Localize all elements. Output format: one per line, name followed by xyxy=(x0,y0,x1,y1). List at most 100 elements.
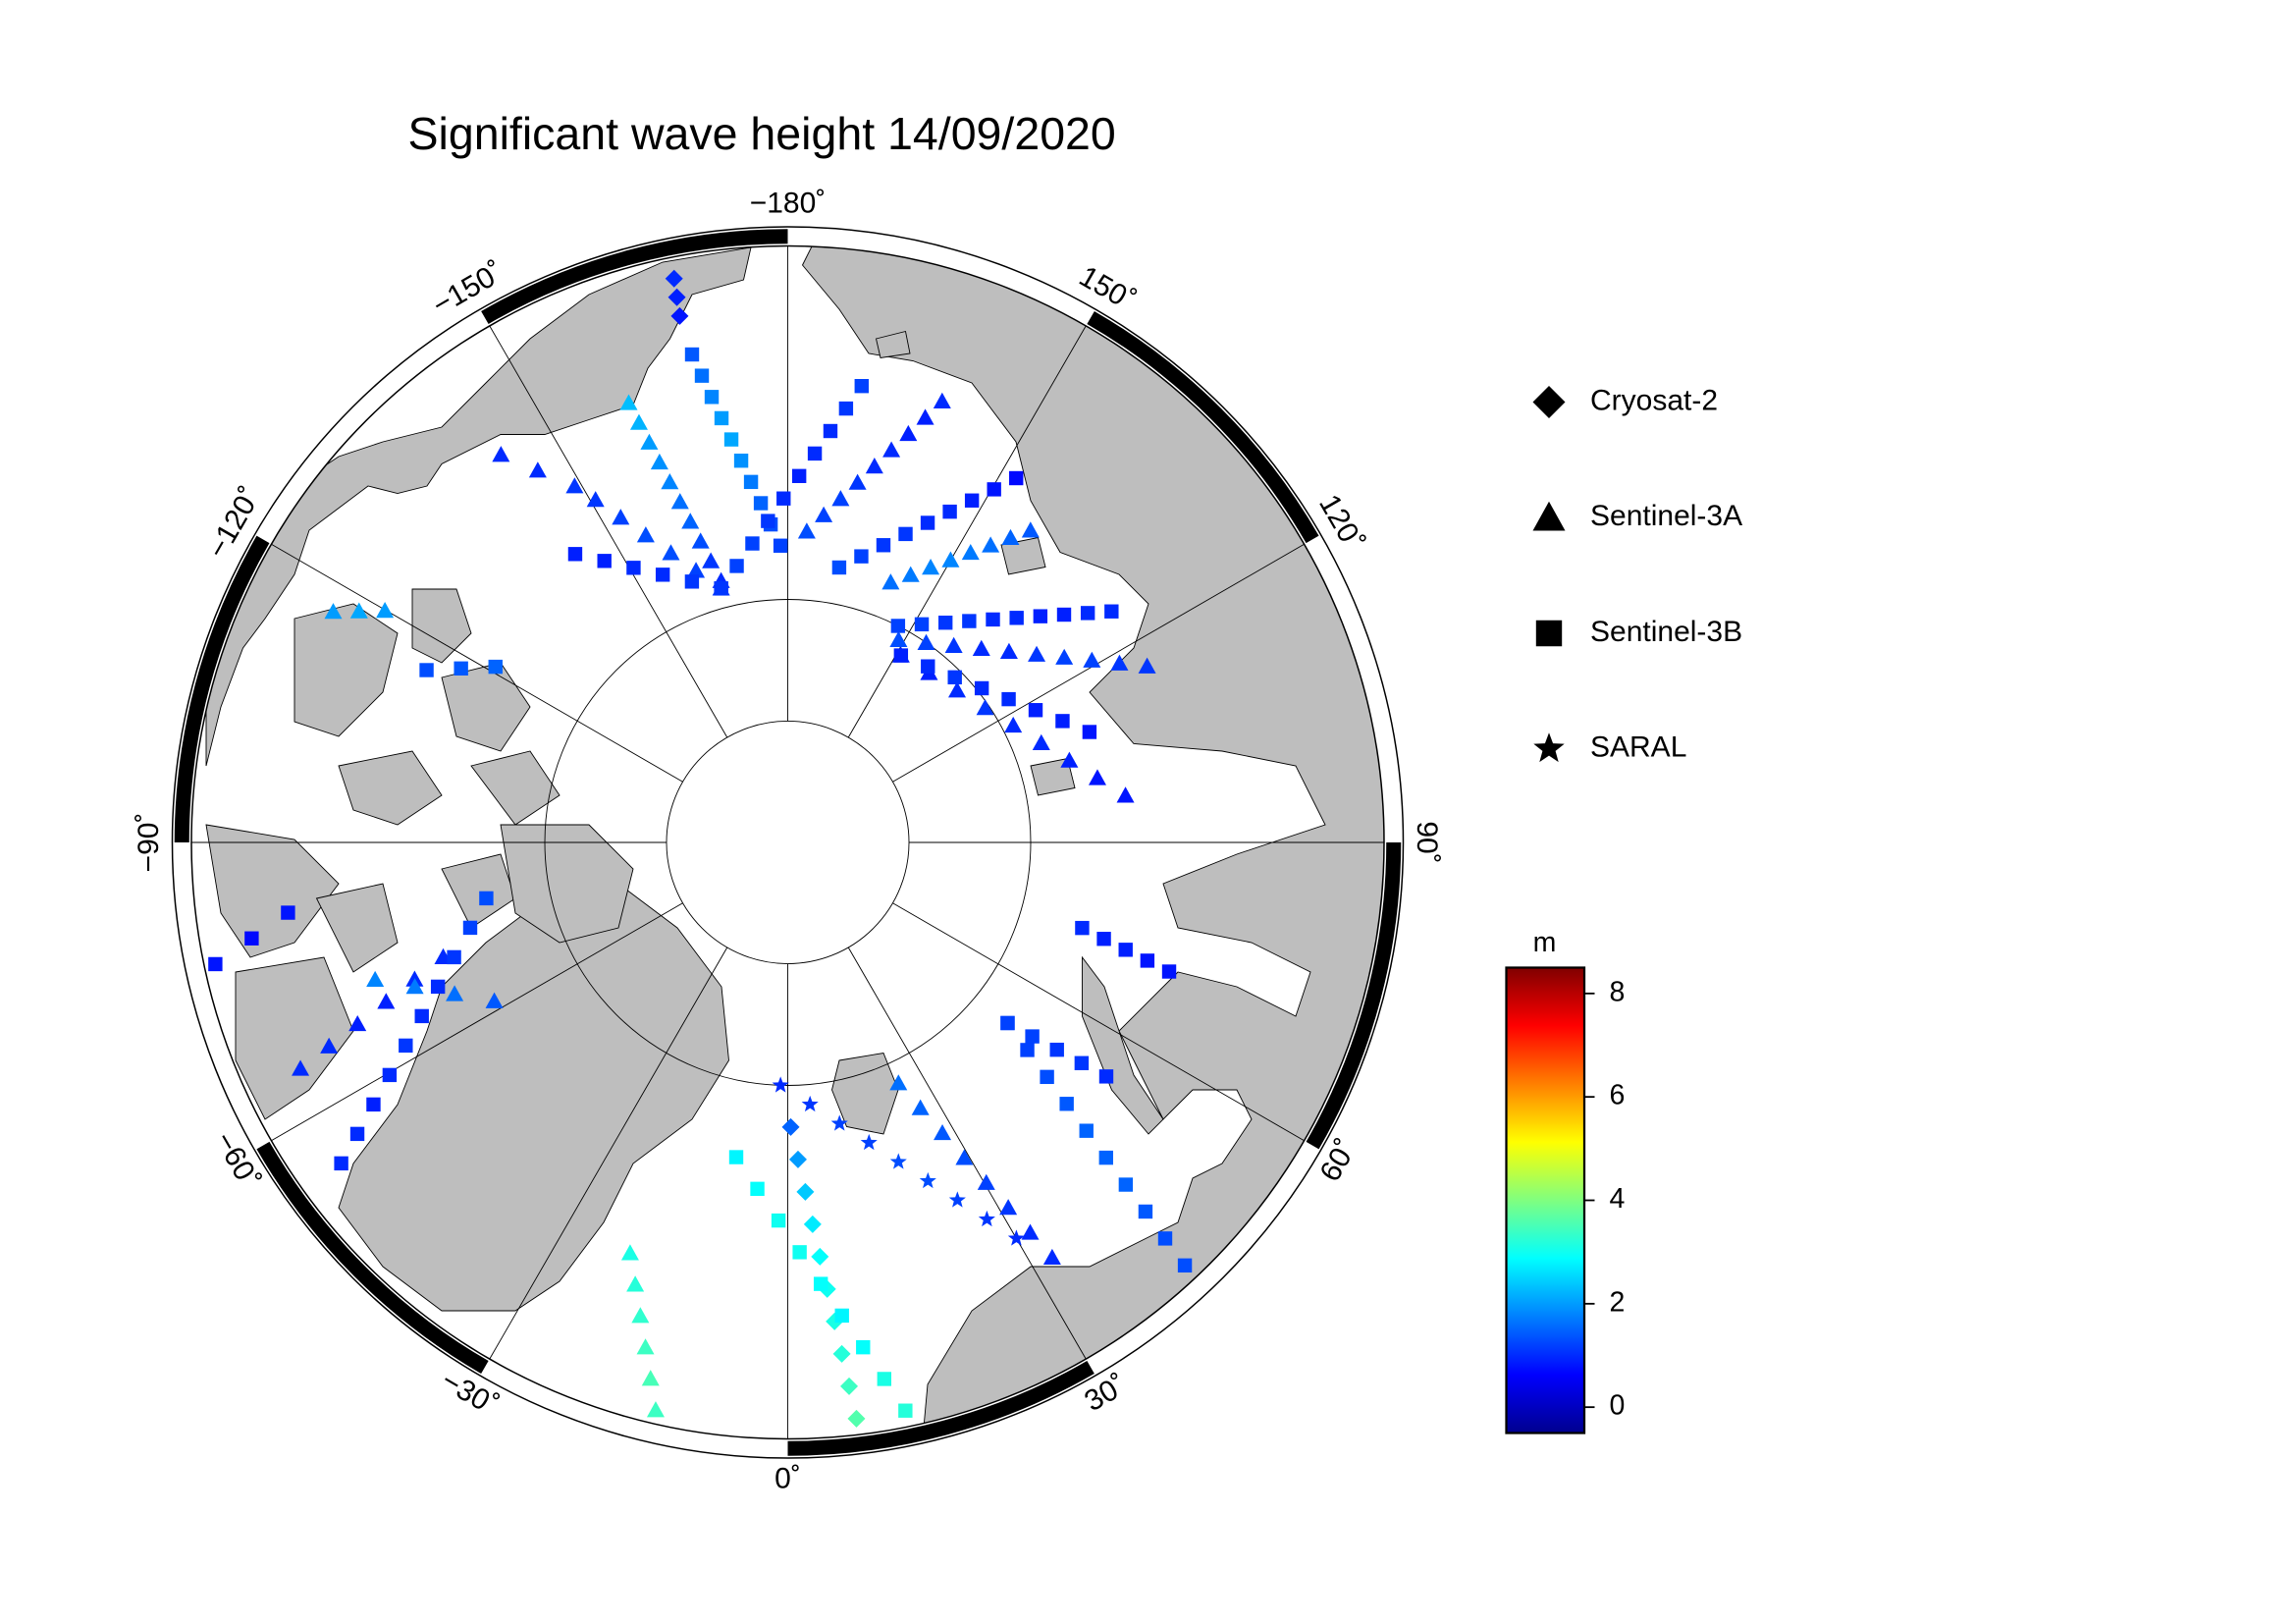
track-point xyxy=(619,394,638,410)
track-point xyxy=(745,536,760,551)
track-point xyxy=(1028,703,1043,718)
track-point xyxy=(974,680,989,696)
land xyxy=(470,750,561,826)
track-point xyxy=(1021,521,1040,538)
meridian xyxy=(892,543,1305,783)
track-point xyxy=(977,1173,995,1190)
track-point xyxy=(640,433,659,450)
colorbar-tick-label: 6 xyxy=(1610,1080,1626,1111)
track-point xyxy=(831,560,847,575)
lon-label: −90˚ xyxy=(133,813,165,873)
track-point xyxy=(447,949,461,965)
track-point xyxy=(733,454,749,468)
track-point xyxy=(916,408,934,425)
frame-segment xyxy=(256,1141,489,1375)
track-point xyxy=(641,1370,660,1386)
track-point xyxy=(882,441,901,458)
legend: Cryosat-2 Sentinel-3A Sentinel-3B SARAL xyxy=(1532,384,1742,764)
track-point xyxy=(811,1247,829,1266)
track-point xyxy=(694,368,710,383)
track-point xyxy=(1161,964,1177,979)
legend-label: Sentinel-3B xyxy=(1590,616,1742,648)
track-point xyxy=(1104,604,1119,619)
lon-label: −30˚ xyxy=(436,1365,504,1423)
track-point xyxy=(933,392,951,409)
legend-label: Cryosat-2 xyxy=(1590,384,1718,416)
track-point xyxy=(877,1372,892,1386)
track-point xyxy=(893,648,909,663)
track-point xyxy=(565,477,584,494)
meridian xyxy=(271,543,683,783)
track-point xyxy=(636,526,655,543)
track-point xyxy=(1098,1150,1114,1165)
track-point xyxy=(919,1171,936,1189)
track-point xyxy=(898,1403,913,1418)
track-point xyxy=(1032,733,1050,750)
land xyxy=(1030,757,1076,796)
track-point xyxy=(934,1123,952,1141)
track-point xyxy=(947,670,962,685)
colorbar-gradient xyxy=(1505,966,1586,1434)
track-point xyxy=(1074,1055,1090,1070)
land xyxy=(315,883,399,973)
track-point xyxy=(838,401,854,416)
track-point xyxy=(847,1409,866,1428)
track-point xyxy=(976,699,994,716)
track-point xyxy=(1059,1097,1074,1111)
legend-symbol xyxy=(1532,386,1566,418)
track-point xyxy=(750,1181,765,1197)
track-point xyxy=(631,1307,650,1324)
track-point xyxy=(1028,645,1046,662)
track-point xyxy=(1096,932,1111,947)
track-point xyxy=(684,347,700,362)
track-point xyxy=(612,509,630,525)
track-point xyxy=(479,891,494,906)
track-point xyxy=(899,424,918,442)
track-point xyxy=(626,1275,645,1292)
track-point xyxy=(1075,920,1090,936)
track-point xyxy=(528,461,547,478)
track-point xyxy=(914,617,930,632)
track-point xyxy=(1088,769,1106,785)
track-point xyxy=(405,978,424,995)
track-point xyxy=(1009,470,1024,486)
track-point xyxy=(414,1008,429,1024)
track-point xyxy=(917,633,935,650)
track-point xyxy=(791,468,807,484)
track-point xyxy=(771,1213,786,1228)
track-point xyxy=(729,559,744,573)
track-point xyxy=(586,491,605,508)
track-point xyxy=(1138,657,1156,674)
track-point xyxy=(454,661,468,676)
track-point xyxy=(830,1114,848,1131)
lon-label: −60˚ xyxy=(208,1126,266,1194)
track-point xyxy=(1118,1177,1134,1192)
track-point xyxy=(876,538,891,553)
track-point xyxy=(650,453,668,470)
track-point xyxy=(636,1338,655,1355)
track-point xyxy=(753,496,769,511)
track-point xyxy=(1110,654,1129,671)
track-point xyxy=(823,423,838,439)
track-point xyxy=(349,1126,365,1142)
lon-label: 0˚ xyxy=(774,1462,801,1494)
track-point xyxy=(803,1215,822,1233)
frame-segment xyxy=(1306,841,1402,1150)
track-point xyxy=(446,985,464,1001)
track-point xyxy=(430,979,446,995)
track-point xyxy=(1025,1029,1040,1044)
track-point xyxy=(714,410,729,426)
lon-label: 90˚ xyxy=(1411,821,1443,863)
frame-segment xyxy=(481,229,788,324)
land xyxy=(294,603,399,737)
meridian xyxy=(847,947,1087,1360)
track-point xyxy=(911,1099,930,1115)
colorbar-tick-label: 0 xyxy=(1610,1390,1626,1422)
track-point xyxy=(399,1038,413,1054)
track-point xyxy=(687,562,706,578)
frame-inner xyxy=(190,244,1385,1440)
land xyxy=(235,956,354,1120)
track-point xyxy=(1060,751,1079,768)
track-point xyxy=(865,458,883,474)
track-point xyxy=(681,513,700,529)
